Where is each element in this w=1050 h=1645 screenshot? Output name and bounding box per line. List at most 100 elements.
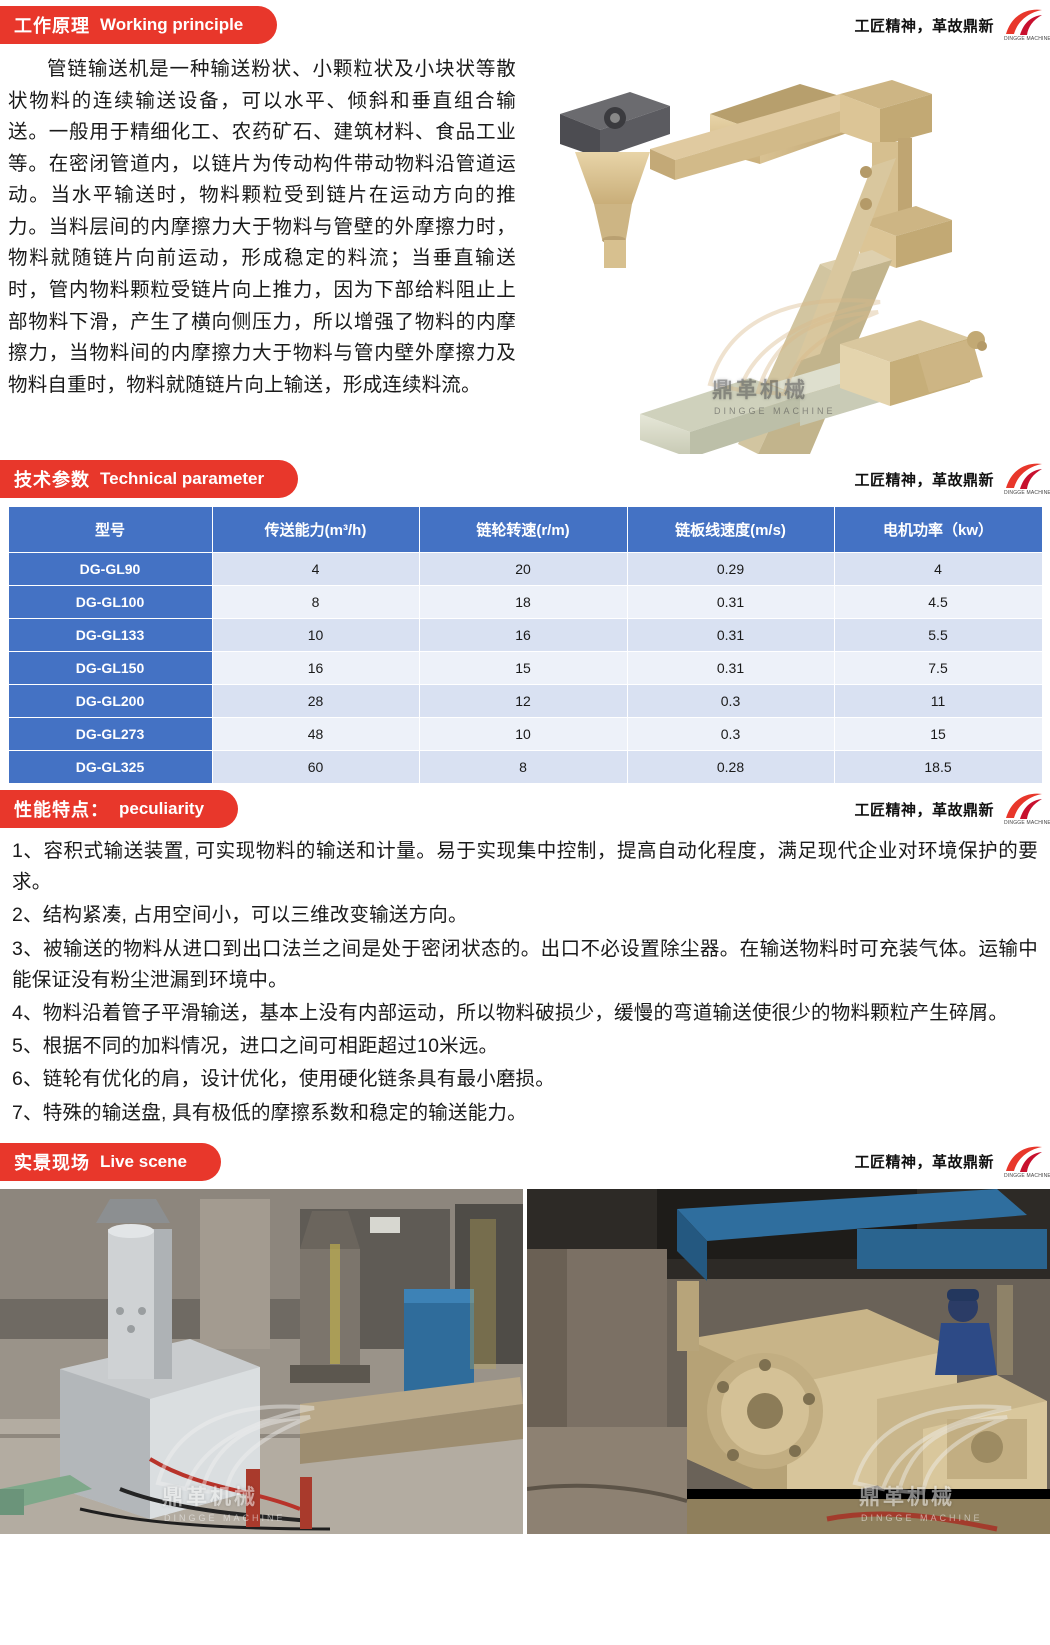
company-logo-icon: DINGGE MACHINE [1002,1145,1050,1179]
factory-photo-1-icon [0,1188,523,1534]
logo-swoosh-icon [1006,1146,1042,1172]
table-row: DG-GL325 60 8 0.28 18.5 [7,750,1043,784]
col-header-model: 型号 [7,506,213,553]
cell-chain-speed: 0.31 [626,618,835,652]
live-scene-gallery: 鼎革机械 DINGGE MACHINE [0,1188,1050,1534]
brand-slogan: 工匠精神，革故鼎新 [854,17,994,35]
cell-sprocket-speed: 10 [418,717,628,751]
section-title-cn: 实景现场 [14,1152,90,1173]
logo-subtext: DINGGE MACHINE [1004,36,1050,42]
principle-illustration: 鼎革机械 DINGGE MACHINE [520,54,1042,458]
table-row: DG-GL200 28 12 0.3 11 [7,684,1043,718]
principle-paragraph: 管链输送机是一种输送粉状、小颗粒状及小块状等散状物料的连续输送设备，可以水平、倾… [8,58,516,396]
logo-swoosh-icon [1006,793,1042,819]
section-header-peculiarity: 性能特点： peculiarity 工匠精神，革故鼎新 DINGGE MACHI… [0,790,1050,828]
cell-capacity: 10 [211,618,420,652]
list-item: 5、根据不同的加料情况，进口之间可相距超过10米远。 [12,1035,499,1058]
list-item: 6、链轮有优化的肩，设计优化，使用硬化链条具有最小磨损。 [12,1068,555,1091]
cell-model: DG-GL273 [7,717,213,751]
cell-motor-power: 4.5 [833,585,1043,619]
brand-slogan: 工匠精神，革故鼎新 [854,471,994,489]
brand-block-parameter: 工匠精神，革故鼎新 DINGGE MACHINE [854,460,1050,498]
list-item: 2、结构紧凑, 占用空间小，可以三维改变输送方向。 [12,904,468,927]
section-title-cn: 技术参数 [14,470,90,490]
live-photo-1: 鼎革机械 DINGGE MACHINE [0,1188,523,1534]
spec-table: 型号 传送能力(m³/h) 链轮转速(r/m) 链板线速度(m/s) 电机功率（… [7,506,1043,784]
cell-chain-speed: 0.3 [626,717,835,751]
cell-model: DG-GL133 [7,618,213,652]
brand-block-principle: 工匠精神，革故鼎新 DINGGE MACHINE [854,6,1050,44]
cell-sprocket-speed: 8 [418,750,628,784]
col-header-motor-power: 电机功率（kw） [833,506,1043,553]
cell-chain-speed: 0.29 [626,552,835,586]
list-item: 1、容积式输送装置, 可实现物料的输送和计量。易于实现集中控制，提高自动化程度，… [12,840,1038,894]
cell-sprocket-speed: 20 [418,552,628,586]
table-row: DG-GL90 4 20 0.29 4 [7,552,1043,586]
cell-capacity: 16 [211,651,420,685]
company-logo-icon: DINGGE MACHINE [1002,8,1050,42]
cell-capacity: 60 [211,750,420,784]
cell-sprocket-speed: 16 [418,618,628,652]
cell-sprocket-speed: 12 [418,684,628,718]
cell-motor-power: 18.5 [833,750,1043,784]
section-title-cn: 性能特点： [14,800,109,820]
factory-photo-2-icon [527,1188,1050,1534]
table-row: DG-GL133 10 16 0.31 5.5 [7,618,1043,652]
conveyor-3d-illustration-icon [560,80,987,458]
logo-subtext: DINGGE MACHINE [1004,1172,1050,1179]
brand-slogan: 工匠精神，革故鼎新 [854,801,994,819]
logo-subtext: DINGGE MACHINE [1004,820,1050,826]
cell-model: DG-GL100 [7,585,213,619]
logo-subtext: DINGGE MACHINE [1004,490,1050,496]
cell-chain-speed: 0.3 [626,684,835,718]
cell-capacity: 8 [211,585,420,619]
brand-slogan: 工匠精神，革故鼎新 [854,1154,994,1172]
section-header-live: 实景现场 Live scene 工匠精神，革故鼎新 DINGGE MACHINE [0,1142,1050,1181]
table-header-row: 型号 传送能力(m³/h) 链轮转速(r/m) 链板线速度(m/s) 电机功率（… [7,506,1043,553]
col-header-capacity: 传送能力(m³/h) [211,506,420,553]
company-logo-icon: DINGGE MACHINE [1002,792,1050,826]
logo-swoosh-icon [1006,9,1042,35]
section-header-parameter: 技术参数 Technical parameter 工匠精神，革故鼎新 DINGG… [0,460,1050,498]
live-photo-2: 鼎革机械 DINGGE MACHINE [527,1188,1050,1534]
cell-capacity: 4 [211,552,420,586]
peculiarity-list: 1、容积式输送装置, 可实现物料的输送和计量。易于实现集中控制，提高自动化程度，… [0,828,1050,1137]
section-badge-parameter: 技术参数 Technical parameter [0,460,299,498]
principle-content: 管链输送机是一种输送粉状、小颗粒状及小块状等散状物料的连续输送设备，可以水平、倾… [0,44,1050,458]
list-item: 3、被输送的物料从进口到出口法兰之间是处于密闭状态的。出口不必设置除尘器。在输送… [12,937,1038,991]
cell-model: DG-GL150 [7,651,213,685]
cell-model: DG-GL90 [7,552,213,586]
section-badge-peculiarity: 性能特点： peculiarity [0,790,239,828]
section-title-cn: 工作原理 [14,16,90,36]
table-row: DG-GL273 48 10 0.3 15 [7,717,1043,751]
cell-sprocket-speed: 18 [418,585,628,619]
list-item: 7、特殊的输送盘, 具有极低的摩擦系数和稳定的输送能力。 [12,1101,527,1124]
brand-block-live: 工匠精神，革故鼎新 DINGGE MACHINE [854,1143,1050,1181]
cell-chain-speed: 0.31 [626,585,835,619]
principle-text: 管链输送机是一种输送粉状、小颗粒状及小块状等散状物料的连续输送设备，可以水平、倾… [8,54,516,401]
brand-block-peculiarity: 工匠精神，革故鼎新 DINGGE MACHINE [854,790,1050,828]
cell-capacity: 28 [211,684,420,718]
company-logo-icon: DINGGE MACHINE [1002,462,1050,496]
cell-chain-speed: 0.28 [626,750,835,784]
cell-sprocket-speed: 15 [418,651,628,685]
section-header-principle: 工作原理 Working principle 工匠精神，革故鼎新 DINGGE … [0,6,1050,44]
cell-motor-power: 4 [833,552,1043,586]
cell-chain-speed: 0.31 [626,651,835,685]
table-row: DG-GL150 16 15 0.31 7.5 [7,651,1043,685]
section-badge-live: 实景现场 Live scene [0,1142,221,1181]
cell-motor-power: 11 [833,684,1043,718]
cell-motor-power: 7.5 [833,651,1043,685]
col-header-chain-speed: 链板线速度(m/s) [626,506,835,553]
cell-model: DG-GL200 [7,684,213,718]
section-title-en: Live scene [100,1151,187,1171]
cell-model: DG-GL325 [7,750,213,784]
list-item: 4、物料沿着管子平滑输送，基本上没有内部运动，所以物料破损少，缓慢的弯道输送使很… [12,1001,1009,1024]
section-title-en: Technical parameter [100,469,265,488]
col-header-sprocket-speed: 链轮转速(r/m) [418,506,628,553]
product-page: 工作原理 Working principle 工匠精神，革故鼎新 DINGGE … [0,6,1050,1534]
section-title-en: peculiarity [119,799,205,818]
section-title-en: Working principle [100,15,244,34]
section-badge-principle: 工作原理 Working principle [0,6,278,44]
cell-motor-power: 15 [833,717,1043,751]
